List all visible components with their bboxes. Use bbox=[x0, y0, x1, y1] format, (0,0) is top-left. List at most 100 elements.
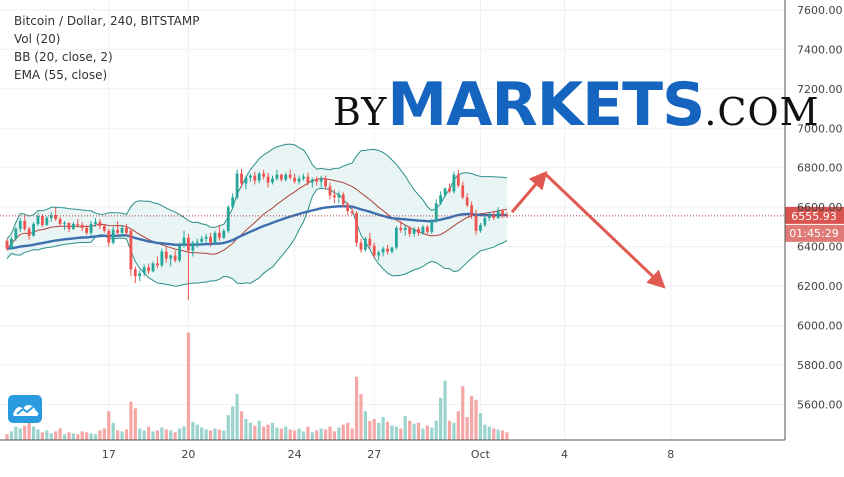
volume-bar bbox=[142, 430, 146, 440]
candle-body bbox=[63, 222, 66, 224]
candle-body bbox=[45, 218, 49, 225]
candle-body bbox=[465, 197, 469, 206]
volume-bar bbox=[160, 427, 164, 440]
volume-bar bbox=[98, 430, 102, 440]
candle-body bbox=[248, 175, 252, 178]
y-tick-label: 7000.00 bbox=[797, 122, 843, 135]
candle-body bbox=[430, 220, 434, 232]
y-tick-label: 7400.00 bbox=[797, 43, 843, 56]
candle-body bbox=[217, 232, 221, 238]
last-price-label: 6555.93 bbox=[791, 210, 837, 223]
candle-body bbox=[284, 174, 288, 180]
volume-bar bbox=[200, 427, 204, 440]
volume-bar bbox=[399, 428, 403, 440]
candle-body bbox=[116, 229, 120, 233]
volume-bar bbox=[461, 386, 465, 440]
volume-bar bbox=[319, 428, 323, 440]
candle-body bbox=[386, 248, 389, 252]
volume-bar bbox=[310, 432, 314, 440]
candle-body bbox=[425, 226, 429, 232]
volume-bar bbox=[363, 411, 368, 440]
candles bbox=[5, 168, 509, 300]
volume-bar bbox=[500, 430, 505, 440]
volume-bar bbox=[14, 426, 18, 440]
legend-ema: EMA (55, close) bbox=[14, 68, 108, 82]
volume-bar bbox=[447, 420, 452, 440]
volume-bar bbox=[478, 413, 483, 440]
candle-body bbox=[67, 222, 71, 229]
candle-body bbox=[191, 242, 195, 251]
candle-body bbox=[257, 173, 261, 181]
candle-body bbox=[240, 173, 243, 184]
volume-bar bbox=[474, 399, 478, 440]
y-tick-label: 6600.00 bbox=[797, 201, 843, 214]
volume-bar bbox=[301, 431, 306, 440]
candle-body bbox=[324, 178, 327, 187]
candle-body bbox=[40, 216, 44, 225]
x-tick-label: 4 bbox=[561, 448, 568, 461]
tradingview-logo-icon[interactable] bbox=[8, 395, 42, 423]
candle-body bbox=[271, 178, 274, 183]
candle-body bbox=[452, 174, 456, 192]
volume-bar bbox=[213, 428, 217, 440]
candle-body bbox=[372, 245, 376, 256]
volume-bar bbox=[443, 380, 447, 440]
candle-body bbox=[310, 179, 314, 183]
volume-bar bbox=[71, 433, 75, 440]
volume-bar bbox=[257, 420, 261, 440]
y-tick-label: 5600.00 bbox=[797, 398, 843, 411]
y-tick-label: 6400.00 bbox=[797, 241, 843, 254]
volume-bar bbox=[492, 428, 496, 440]
volume-bar bbox=[89, 433, 93, 440]
volume-bar bbox=[40, 432, 44, 440]
candle-body bbox=[293, 177, 297, 182]
volume-bar bbox=[275, 427, 279, 440]
volume-bar bbox=[23, 425, 27, 440]
y-tick-label: 6000.00 bbox=[797, 320, 843, 333]
volume-bar bbox=[288, 429, 292, 440]
volume-bar bbox=[5, 434, 9, 440]
volume-bar bbox=[496, 429, 500, 440]
candle-body bbox=[111, 229, 115, 243]
candle-body bbox=[279, 174, 283, 180]
volume-bar bbox=[182, 426, 186, 440]
volume-bar bbox=[421, 428, 425, 440]
candle-body bbox=[244, 177, 248, 184]
volume-bar bbox=[377, 422, 381, 440]
candle-body bbox=[200, 238, 204, 242]
candle-body bbox=[355, 213, 358, 243]
last-price-badge bbox=[785, 206, 844, 224]
volume-bar bbox=[284, 426, 288, 440]
candle-body bbox=[23, 220, 27, 229]
volume-bar bbox=[416, 422, 421, 440]
candle-body bbox=[235, 173, 239, 198]
legend-bb: BB (20, close, 2) bbox=[14, 50, 113, 64]
volume-bar bbox=[49, 433, 53, 440]
volume-bar bbox=[505, 432, 509, 440]
volume-bar bbox=[102, 428, 106, 440]
countdown-badge bbox=[785, 224, 844, 242]
volume-bar bbox=[470, 395, 474, 440]
volume-bar bbox=[483, 424, 487, 440]
volume-bar bbox=[465, 417, 469, 440]
volume-bar bbox=[54, 431, 58, 440]
candle-body bbox=[390, 247, 394, 252]
volume-bar bbox=[262, 426, 266, 440]
candle-body bbox=[5, 240, 9, 249]
volume-bar bbox=[124, 429, 129, 440]
volume-bar bbox=[354, 376, 359, 440]
x-tick-label: 27 bbox=[367, 448, 381, 461]
volume-bar bbox=[425, 425, 429, 440]
candle-body bbox=[306, 176, 310, 183]
candle-body bbox=[107, 230, 111, 243]
candle-body bbox=[10, 238, 13, 249]
volume-bar bbox=[173, 432, 177, 440]
y-tick-label: 6800.00 bbox=[797, 162, 843, 175]
candle-body bbox=[182, 237, 186, 246]
candle-body bbox=[151, 263, 155, 272]
volume-bar bbox=[408, 420, 412, 440]
candle-body bbox=[49, 215, 53, 219]
volume-bar bbox=[332, 431, 337, 440]
